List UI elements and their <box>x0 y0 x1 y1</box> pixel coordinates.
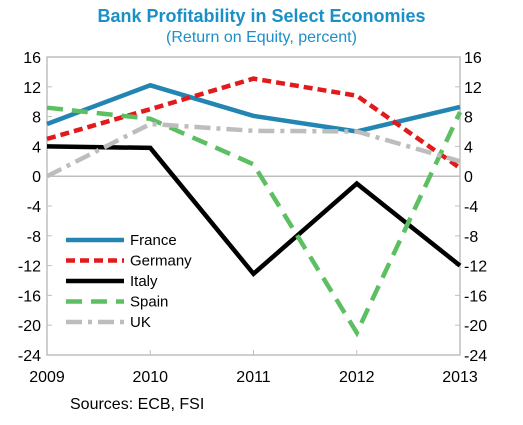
y-tick-label-left: 0 <box>32 169 41 186</box>
x-tick-label: 2009 <box>29 369 65 386</box>
legend-label-uk: UK <box>130 314 151 331</box>
y-tick-label-right: 0 <box>464 169 473 186</box>
series-line-germany <box>46 76 462 170</box>
series-line-italy <box>46 144 462 278</box>
y-tick-label-right: 4 <box>464 139 473 156</box>
y-tick-label-left: -24 <box>18 348 41 365</box>
y-tick-label-left: 16 <box>23 50 41 67</box>
legend-label-italy: Italy <box>130 273 158 290</box>
series-lines <box>45 76 463 338</box>
y-tick-label-left: -20 <box>18 318 41 335</box>
y-tick-label-right: -20 <box>464 318 487 335</box>
legend-label-france: France <box>130 232 177 249</box>
y-tick-label-right: -16 <box>464 288 487 305</box>
chart-subtitle: (Return on Equity, percent) <box>166 29 357 46</box>
legend-label-spain: Spain <box>130 294 168 311</box>
y-tick-label-left: -4 <box>27 199 41 216</box>
y-tick-label-left: 4 <box>32 139 41 156</box>
x-tick-label: 2010 <box>132 369 168 386</box>
legend: France Germany Italy Spain UK <box>66 232 192 331</box>
x-tick-label: 2011 <box>236 369 271 386</box>
y-tick-label-left: -12 <box>18 259 41 276</box>
x-tick-label: 2012 <box>339 369 375 386</box>
chart-title: Bank Profitability in Select Economies <box>97 6 426 26</box>
source-note: Sources: ECB, FSI <box>70 396 205 413</box>
x-tick-label: 2013 <box>442 369 478 386</box>
y-tick-label-left: -16 <box>18 288 41 305</box>
y-tick-label-right: 16 <box>464 50 482 67</box>
series-line-uk <box>45 121 461 179</box>
axis-labels: 16 16 12 12 8 8 4 4 0 0 -4 -4 -8 -8 -12 -12 -16 -16 -20 -20… <box>18 50 487 386</box>
y-tick-label-left: -8 <box>27 229 41 246</box>
y-tick-label-right: 12 <box>464 80 482 97</box>
y-tick-label-right: -12 <box>464 259 487 276</box>
y-tick-label-left: 8 <box>32 110 41 127</box>
legend-label-germany: Germany <box>130 253 192 270</box>
y-tick-label-right: 8 <box>464 110 473 127</box>
series-line-france <box>46 82 461 134</box>
y-tick-label-right: -24 <box>464 348 487 365</box>
y-tick-label-left: 12 <box>23 80 41 97</box>
y-tick-label-right: -4 <box>464 199 478 216</box>
y-tick-label-right: -8 <box>464 229 478 246</box>
